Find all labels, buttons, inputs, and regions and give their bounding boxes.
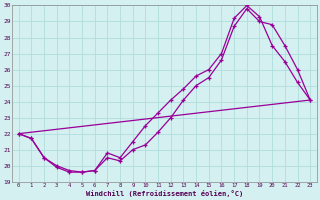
X-axis label: Windchill (Refroidissement éolien,°C): Windchill (Refroidissement éolien,°C): [86, 190, 243, 197]
